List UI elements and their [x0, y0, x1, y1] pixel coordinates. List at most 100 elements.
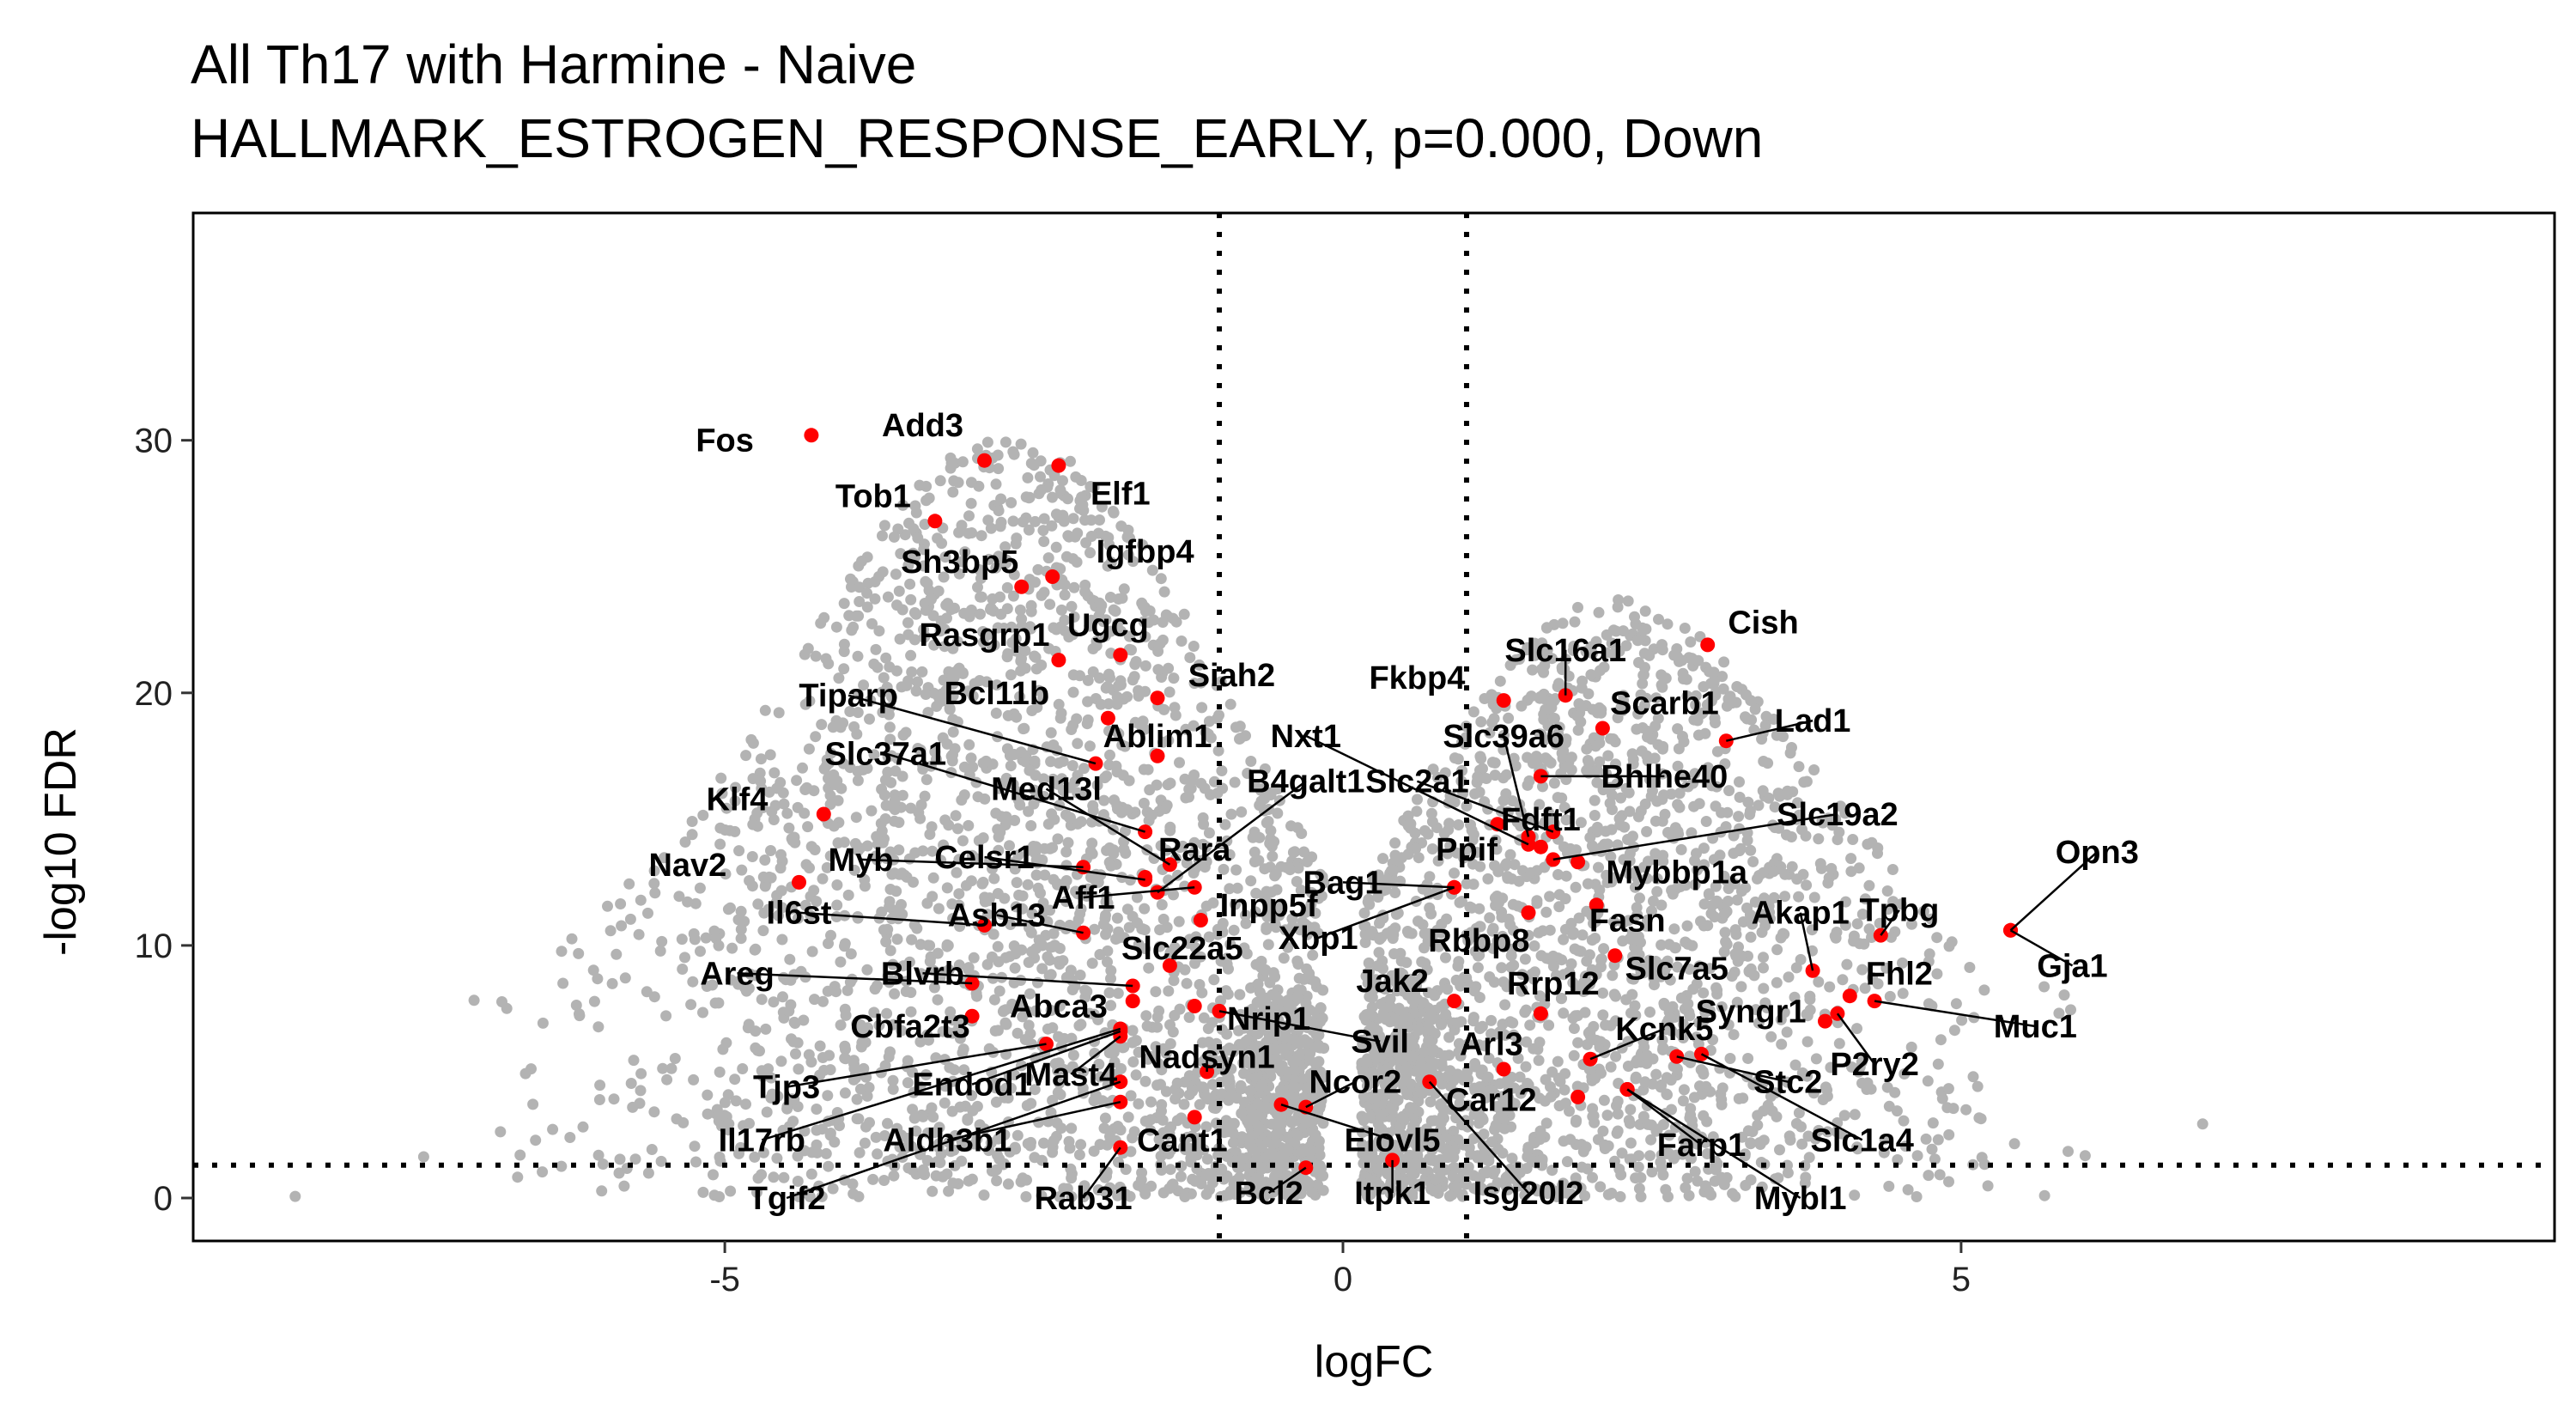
- gene-point-rrp12: [1533, 1006, 1548, 1021]
- background-point: [1188, 847, 1200, 859]
- background-point: [1837, 974, 1849, 986]
- background-point: [1678, 1084, 1690, 1096]
- background-point: [530, 1134, 542, 1146]
- background-point: [1825, 1061, 1837, 1073]
- background-point: [1009, 962, 1021, 974]
- background-point: [1422, 828, 1434, 840]
- background-point: [1008, 940, 1020, 952]
- background-point: [1089, 872, 1101, 884]
- background-point: [1947, 1103, 1959, 1115]
- background-point: [616, 920, 628, 932]
- background-point: [1632, 1161, 1644, 1173]
- background-point: [1599, 1139, 1611, 1151]
- background-point: [1025, 1098, 1037, 1110]
- background-point: [1099, 1166, 1111, 1177]
- background-point: [751, 1186, 762, 1198]
- background-point: [547, 1123, 559, 1135]
- background-point: [1674, 788, 1686, 800]
- background-point: [1415, 972, 1427, 984]
- background-point: [1234, 721, 1246, 733]
- background-point: [816, 1190, 828, 1202]
- background-point: [1212, 713, 1223, 725]
- background-point: [861, 1090, 873, 1102]
- background-point: [1072, 888, 1084, 900]
- background-point: [1632, 811, 1644, 823]
- background-point: [1292, 993, 1304, 1004]
- background-point: [1070, 471, 1082, 483]
- background-point: [1103, 538, 1115, 550]
- background-point: [1863, 879, 1875, 891]
- background-point: [811, 896, 823, 908]
- background-point: [1565, 917, 1577, 929]
- background-point: [1008, 749, 1020, 760]
- background-point: [1377, 853, 1388, 865]
- background-point: [1105, 860, 1117, 872]
- background-point: [1052, 778, 1064, 790]
- background-point: [1531, 865, 1543, 877]
- background-point: [972, 581, 983, 593]
- background-point: [1269, 918, 1281, 930]
- background-point: [775, 885, 787, 897]
- background-point: [1453, 1037, 1465, 1049]
- background-point: [755, 775, 767, 788]
- background-point: [1681, 1148, 1693, 1160]
- background-point: [1095, 1071, 1106, 1083]
- background-point: [1469, 1058, 1481, 1069]
- background-point: [1526, 642, 1538, 654]
- background-point: [905, 649, 917, 661]
- background-point: [1964, 962, 1976, 973]
- background-point: [1710, 800, 1722, 812]
- background-point: [1488, 1029, 1500, 1041]
- background-point: [958, 761, 970, 773]
- background-point: [1198, 854, 1210, 866]
- background-point: [1851, 1143, 1863, 1155]
- background-point: [1641, 873, 1653, 885]
- background-point: [1004, 840, 1015, 852]
- background-point: [1370, 974, 1382, 986]
- background-point: [1017, 1011, 1029, 1023]
- background-point: [991, 1175, 1003, 1187]
- background-point: [1116, 593, 1128, 604]
- background-point: [985, 604, 996, 616]
- background-point: [1644, 1006, 1656, 1018]
- background-point: [1502, 1183, 1514, 1195]
- background-point: [1050, 541, 1062, 553]
- background-point: [1173, 915, 1185, 927]
- background-point: [1156, 899, 1168, 910]
- background-point: [1533, 1055, 1545, 1067]
- background-point: [1594, 756, 1606, 768]
- background-point: [852, 775, 864, 787]
- background-point: [1182, 937, 1194, 949]
- background-point: [927, 845, 939, 857]
- background-point: [1139, 1116, 1151, 1127]
- background-point: [1571, 1115, 1583, 1126]
- background-point: [1522, 1144, 1534, 1156]
- background-point: [950, 810, 962, 822]
- background-point: [1553, 901, 1565, 913]
- background-point: [1586, 1034, 1598, 1046]
- background-point: [1753, 800, 1765, 812]
- background-point: [1044, 970, 1056, 982]
- background-point: [1813, 976, 1825, 988]
- background-point: [1167, 1178, 1179, 1190]
- background-point: [1580, 1141, 1592, 1153]
- background-point: [1550, 739, 1562, 751]
- background-point: [965, 477, 977, 489]
- background-point: [1261, 911, 1273, 922]
- background-point: [1282, 1144, 1294, 1156]
- background-point: [1103, 668, 1115, 680]
- background-point: [1591, 707, 1603, 719]
- background-point: [1443, 824, 1455, 836]
- background-point: [1067, 686, 1079, 698]
- background-point: [1442, 848, 1454, 860]
- background-point: [1249, 906, 1261, 918]
- background-point: [1942, 1083, 1954, 1095]
- background-point: [1862, 1077, 1874, 1089]
- background-point: [1601, 1110, 1613, 1122]
- background-point: [1943, 1176, 1954, 1188]
- background-point: [1754, 1139, 1766, 1150]
- background-point: [686, 816, 698, 827]
- background-point: [1197, 1081, 1209, 1093]
- background-point: [939, 551, 951, 563]
- background-point: [730, 781, 741, 794]
